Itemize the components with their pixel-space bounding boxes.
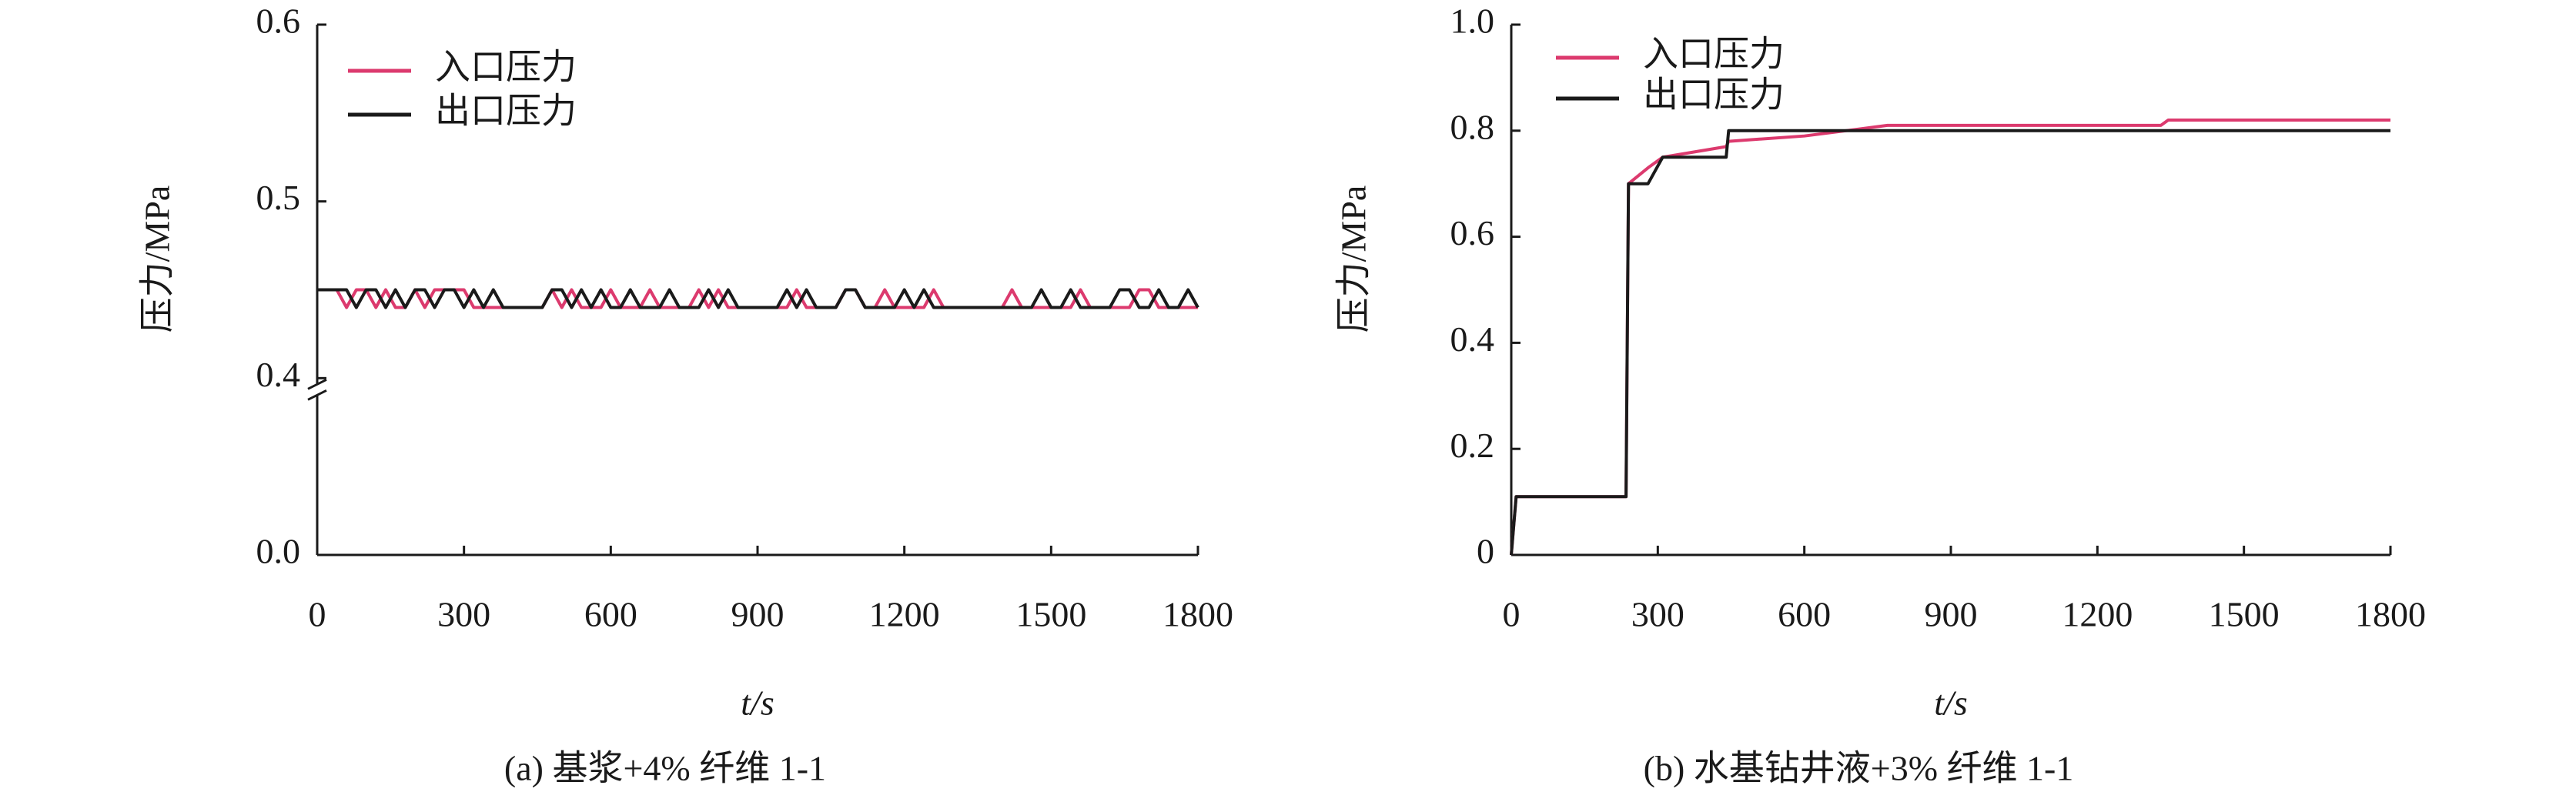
y-tick-label: 0.8	[1450, 107, 1495, 146]
caption: (a) 基浆+4% 纤维 1-1	[504, 749, 826, 788]
x-tick-label: 0	[1503, 595, 1521, 634]
x-tick-label: 1800	[2355, 595, 2426, 634]
y-tick-label: 0.2	[1450, 426, 1495, 465]
x-axis-label: t/s	[741, 683, 774, 723]
y-axis-label: 压力/MPa	[138, 185, 177, 333]
y-tick-label: 0.4	[1450, 319, 1495, 359]
legend-label: 出口压力	[435, 92, 577, 131]
y-tick-label: 0.6	[256, 2, 301, 41]
x-tick-label: 600	[1778, 595, 1831, 634]
x-tick-label: 1200	[869, 595, 940, 634]
y-tick-label: 1.0	[1450, 2, 1495, 41]
y-tick-label: 0.6	[1450, 213, 1495, 252]
x-tick-label: 600	[584, 595, 637, 634]
axis-break	[307, 378, 327, 390]
x-axis-label: t/s	[1934, 683, 1967, 723]
y-tick-label: 0.0	[256, 532, 301, 571]
legend-label: 出口压力	[1643, 75, 1785, 115]
series-line	[1510, 129, 2390, 556]
x-tick-label: 900	[731, 595, 785, 634]
series-line	[317, 288, 1199, 309]
x-tick-label: 0	[309, 595, 326, 634]
y-tick-label: 0	[1477, 532, 1494, 571]
axis-break	[307, 389, 327, 401]
x-tick-label: 1800	[1163, 595, 1233, 634]
x-tick-label: 1200	[2062, 595, 2133, 634]
y-tick-label: 0.5	[256, 178, 301, 217]
series-line	[1510, 119, 2390, 556]
caption: (b) 水基钻井液+3% 纤维 1-1	[1644, 749, 2074, 788]
x-tick-label: 1500	[1015, 595, 1086, 634]
x-tick-label: 1500	[2209, 595, 2280, 634]
y-tick-label: 0.4	[256, 355, 301, 394]
x-tick-label: 300	[437, 595, 490, 634]
y-axis-label: 压力/MPa	[1334, 185, 1373, 333]
legend-label: 入口压力	[435, 48, 577, 87]
x-tick-label: 300	[1631, 595, 1684, 634]
legend-label: 入口压力	[1643, 35, 1785, 74]
x-tick-label: 900	[1925, 595, 1978, 634]
